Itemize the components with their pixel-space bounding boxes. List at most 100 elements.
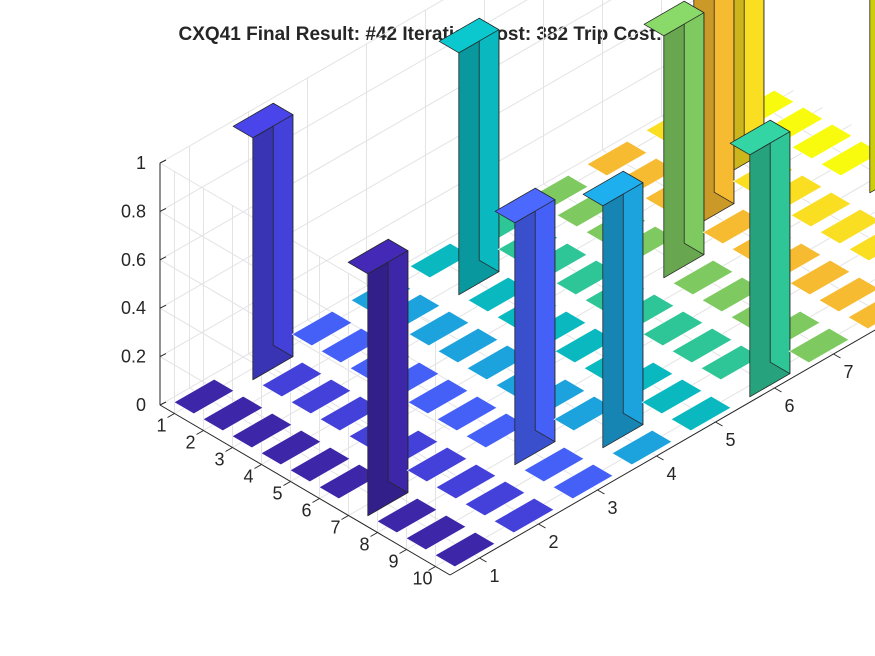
row-tick-label: 6 xyxy=(301,501,311,521)
bar-top-face xyxy=(641,378,703,415)
bar xyxy=(791,123,853,160)
row-tick-mark xyxy=(196,430,204,435)
column-tick-mark xyxy=(538,523,546,529)
row-tick-mark xyxy=(167,413,175,418)
z-tick-label: 0.8 xyxy=(121,201,146,221)
bar-top-face xyxy=(405,514,467,551)
bar xyxy=(818,276,875,313)
bar xyxy=(260,429,322,466)
bar-side-face xyxy=(387,238,409,494)
column-axis-line xyxy=(449,329,875,576)
row-axis-line xyxy=(159,404,451,576)
bar-top-face xyxy=(173,378,235,415)
row-tick-label: 7 xyxy=(330,518,340,538)
bar xyxy=(819,208,875,245)
bars xyxy=(173,0,875,568)
z-tick-label: 0.2 xyxy=(121,347,146,367)
column-tick-mark xyxy=(656,455,664,461)
bar xyxy=(582,170,644,449)
bar-top-face xyxy=(493,497,555,534)
z-tick-mark xyxy=(159,304,167,309)
bar-side-face xyxy=(478,17,500,273)
bar-top-face xyxy=(464,480,526,517)
bar xyxy=(438,17,500,296)
bar-top-face xyxy=(582,170,644,207)
z-tick-mark xyxy=(159,207,167,212)
z-tick-mark xyxy=(159,353,167,358)
bar xyxy=(641,378,703,415)
bar xyxy=(434,531,496,568)
bar-top-face xyxy=(290,378,352,415)
bar-top-face xyxy=(670,395,732,432)
bar-top-face xyxy=(788,327,850,364)
bar-top-face xyxy=(671,327,733,364)
bar xyxy=(405,514,467,551)
bar xyxy=(552,463,614,500)
bar-side-face xyxy=(713,0,735,205)
z-tick-mark xyxy=(159,159,167,164)
bar xyxy=(406,446,468,483)
bar-top-face xyxy=(291,310,353,347)
bar-top-face xyxy=(611,429,673,466)
bar-top-face xyxy=(376,497,438,534)
bar xyxy=(670,395,732,432)
bar-top-face xyxy=(438,17,500,54)
row-tick-mark xyxy=(399,549,407,554)
row-tick-label: 8 xyxy=(359,535,369,555)
column-tick-label: 7 xyxy=(843,362,853,382)
bar-top-face xyxy=(642,310,704,347)
column-tick-label: 4 xyxy=(666,464,676,484)
column-tick-label: 6 xyxy=(784,396,794,416)
grid-line xyxy=(159,0,444,164)
bar-top-face xyxy=(436,395,498,432)
column-tick-label: 3 xyxy=(607,498,617,518)
bar-top-face xyxy=(408,310,470,347)
bar-side-face xyxy=(272,102,294,358)
column-tick-label: 2 xyxy=(548,532,558,552)
bar-top-face xyxy=(790,191,852,228)
bar-top-face xyxy=(434,531,496,568)
bar-top-face xyxy=(523,446,585,483)
bar-top-face xyxy=(494,187,556,224)
z-tick-label: 0 xyxy=(136,395,146,415)
bar-top-face xyxy=(407,378,469,415)
bar xyxy=(642,310,704,347)
bar-top-face xyxy=(347,238,409,275)
bar xyxy=(408,310,470,347)
bar xyxy=(494,187,556,466)
column-tick-mark xyxy=(833,353,841,359)
bar-top-face xyxy=(202,395,264,432)
bar-front-face xyxy=(869,0,875,194)
tick-labels: 00.20.40.60.811234567891012345678910 xyxy=(121,153,854,589)
z-tick-mark xyxy=(159,401,167,406)
row-tick-mark xyxy=(428,566,436,571)
row-tick-label: 3 xyxy=(214,450,224,470)
bar-top-face xyxy=(231,412,293,449)
bar-top-face xyxy=(437,327,499,364)
z-tick-label: 1 xyxy=(136,153,146,173)
bar xyxy=(289,446,351,483)
row-tick-label: 4 xyxy=(243,467,253,487)
bar xyxy=(231,412,293,449)
column-tick-mark xyxy=(715,421,723,427)
bar-top-face xyxy=(643,0,705,37)
row-tick-mark xyxy=(370,532,378,537)
bar-top-face xyxy=(818,276,875,313)
row-tick-mark xyxy=(283,481,291,486)
bar xyxy=(611,429,673,466)
bar-top-face xyxy=(848,234,875,262)
bar-top-face xyxy=(820,140,875,177)
bar xyxy=(437,327,499,364)
bar-top-face xyxy=(232,102,294,139)
z-tick-mark xyxy=(159,256,167,261)
row-tick-mark xyxy=(312,498,320,503)
bar-top-face xyxy=(552,463,614,500)
bar-top-face xyxy=(672,259,734,296)
bar xyxy=(586,140,648,177)
bar xyxy=(523,446,585,483)
column-tick-mark xyxy=(479,557,487,563)
bar-top-face xyxy=(819,208,875,245)
bar xyxy=(671,327,733,364)
column-tick-mark xyxy=(774,387,782,393)
